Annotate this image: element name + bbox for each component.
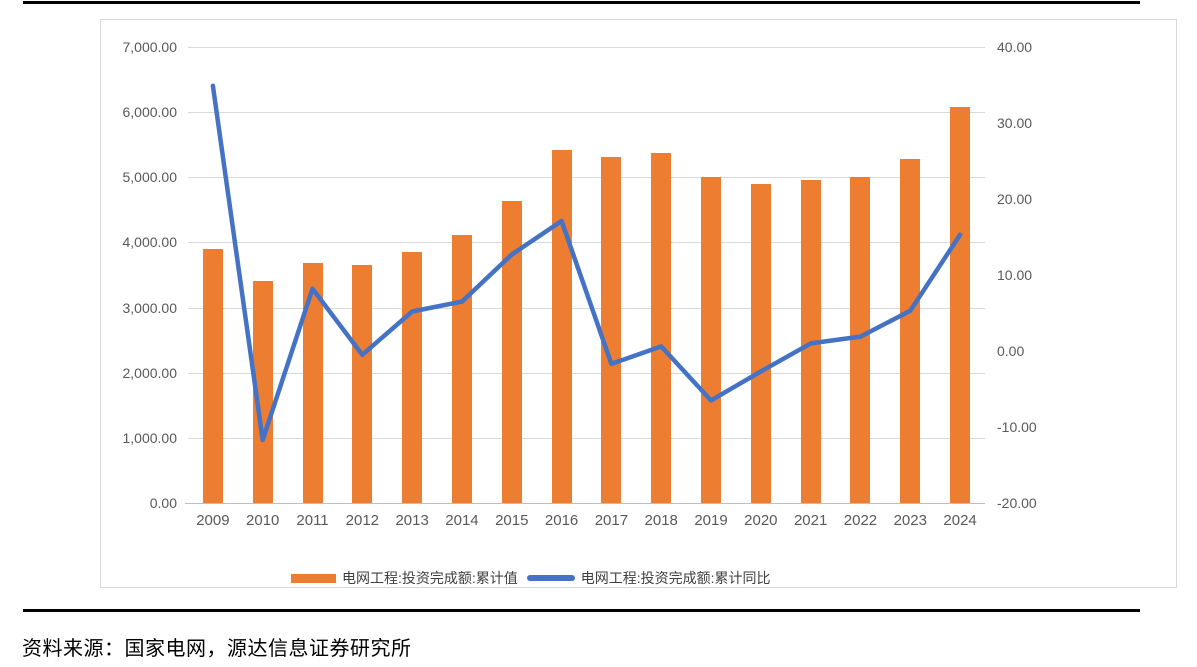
right-axis-tick-label: 30.00 [997, 115, 1033, 131]
source-note: 资料来源：国家电网，源达信息证券研究所 [22, 638, 412, 660]
bar-2019 [701, 176, 722, 503]
right-axis-tick-label: -10.00 [997, 419, 1037, 435]
left-axis-tick-label: 5,000.00 [122, 169, 178, 186]
legend-item-bar-series: 电网工程:投资完成额:累计值 [291, 568, 518, 588]
left-axis-tick-label: 2,000.00 [122, 364, 178, 381]
x-axis-label-2012: 2012 [345, 512, 380, 529]
grid-line [188, 242, 985, 244]
x-axis-label-2017: 2017 [594, 512, 629, 529]
chart-card: 电网工程:投资完成额:累计值 电网工程:投资完成额:累计同比 7,000.00 6… [100, 19, 1177, 588]
x-axis-label-2016: 2016 [544, 512, 579, 529]
line-series-swatch-icon [526, 575, 575, 581]
left-axis-tick-label: 1,000.00 [122, 429, 178, 446]
x-axis-label-2013: 2013 [395, 512, 429, 529]
x-axis-label-2010: 2010 [246, 512, 280, 529]
x-axis-label-2020: 2020 [744, 512, 778, 529]
grid-line [188, 47, 985, 48]
bar-2010 [252, 280, 273, 503]
bar-2023 [900, 159, 921, 503]
left-axis-tick-label: 4,000.00 [122, 234, 178, 251]
x-axis-label-2021: 2021 [793, 512, 828, 529]
bar-series-swatch-icon [291, 573, 336, 583]
x-axis-label-2015: 2015 [495, 512, 529, 529]
grid-line [188, 112, 985, 114]
bar-2022 [850, 176, 871, 503]
left-axis-tick-label: 3,000.00 [122, 299, 178, 316]
x-axis-label-2023: 2023 [893, 512, 927, 529]
x-axis-label-2018: 2018 [644, 512, 678, 529]
bar-2011 [302, 263, 323, 503]
right-axis-tick-label: -20.00 [997, 495, 1037, 511]
bottom-divider [23, 609, 1140, 612]
bar-2015 [501, 200, 522, 503]
right-axis-tick-label: 10.00 [997, 267, 1033, 283]
x-axis-label-2014: 2014 [445, 512, 479, 529]
right-axis-tick-label: 20.00 [997, 191, 1033, 207]
x-axis-label-2022: 2022 [843, 512, 878, 529]
left-axis-tick-label: 7,000.00 [122, 39, 178, 55]
grid-line [188, 372, 985, 374]
x-axis-line [185, 503, 985, 504]
legend-item-line-series: 电网工程:投资完成额:累计同比 [526, 568, 771, 588]
left-axis-tick-label: 6,000.00 [122, 104, 178, 121]
grid-line [188, 437, 985, 439]
right-axis-tick-label: 0.00 [997, 343, 1025, 359]
x-axis-label-2024: 2024 [943, 512, 977, 529]
grid-line [188, 307, 985, 309]
x-axis-label-2019: 2019 [694, 512, 728, 529]
bar-2017 [601, 156, 622, 503]
grid-line [188, 177, 985, 179]
line-series-label: 电网工程:投资完成额:累计同比 [580, 570, 771, 586]
plot-area [185, 47, 985, 504]
top-divider [23, 1, 1140, 4]
bar-series-label: 电网工程:投资完成额:累计值 [342, 570, 518, 586]
bar-2009 [202, 249, 223, 503]
yoy-trend-line [210, 83, 963, 443]
chart-legend: 电网工程:投资完成额:累计值 电网工程:投资完成额:累计同比 [291, 569, 771, 587]
bar-2018 [651, 152, 672, 503]
bar-2020 [750, 184, 771, 503]
right-axis-tick-label: 40.00 [997, 39, 1033, 55]
bar-2024 [950, 106, 971, 503]
left-axis-tick-label: 0.00 [149, 495, 177, 511]
x-axis-label-2011: 2011 [296, 512, 329, 529]
x-axis-label-2009: 2009 [196, 512, 230, 529]
bar-2012 [352, 264, 373, 503]
